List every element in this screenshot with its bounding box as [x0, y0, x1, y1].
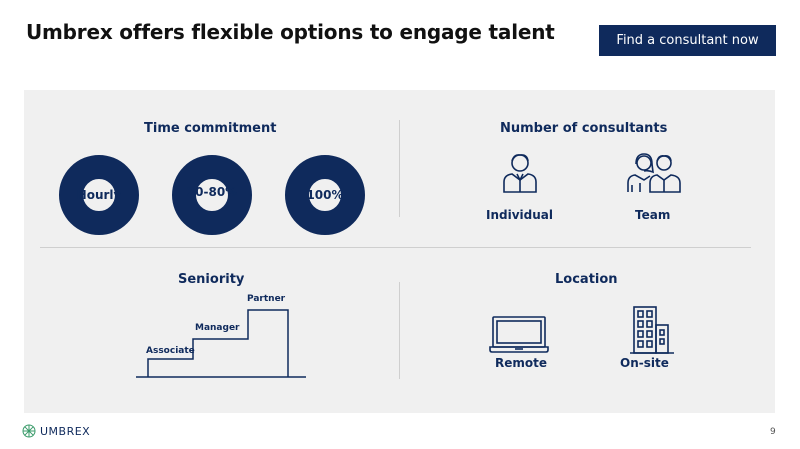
team-icon	[627, 153, 681, 193]
time-commitment-title: Time commitment	[144, 121, 277, 136]
ring-label-full: 100%	[306, 188, 344, 202]
find-consultant-button[interactable]: Find a consultant now	[599, 25, 776, 56]
options-panel: Time commitment Hourly 20-80% 100% Numbe…	[24, 90, 775, 413]
page-title: Umbrex offers flexible options to engage…	[26, 20, 555, 44]
location-title: Location	[555, 272, 618, 287]
ring-label-partial: 20-80%	[186, 185, 238, 199]
page-number: 9	[770, 427, 776, 437]
consultants-title: Number of consultants	[500, 121, 668, 136]
laptop-icon	[489, 316, 549, 353]
individual-icon	[503, 154, 537, 193]
divider-vertical-top	[399, 120, 400, 217]
building-icon	[630, 306, 674, 354]
step-label-partner: Partner	[247, 294, 286, 304]
team-label: Team	[635, 208, 671, 222]
ring-label-hourly: Hourly	[76, 188, 122, 202]
divider-horizontal	[40, 247, 751, 248]
footer-brand: UMBREX	[40, 424, 91, 438]
step-label-manager: Manager	[195, 323, 240, 333]
individual-label: Individual	[486, 208, 553, 222]
remote-label: Remote	[495, 356, 548, 370]
umbrex-logo-icon	[22, 424, 36, 438]
footer-logo: UMBREX	[22, 424, 90, 438]
onsite-label: On-site	[620, 356, 669, 370]
seniority-title: Seniority	[178, 272, 245, 287]
divider-vertical-bottom	[399, 282, 400, 379]
stairs-icon	[136, 309, 306, 378]
step-label-associate: Associate	[146, 346, 195, 356]
